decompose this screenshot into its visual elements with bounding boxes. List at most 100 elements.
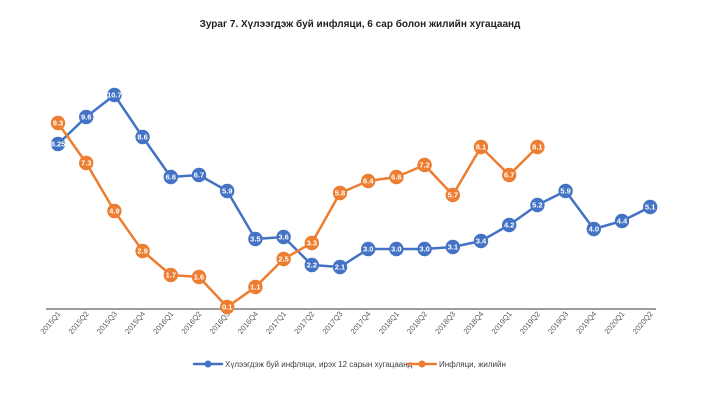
data-label: 6.6	[391, 173, 401, 182]
x-tick-label: 2015Q1	[38, 310, 62, 336]
data-point	[50, 136, 66, 152]
series-2: 9.3 7.3 4.9 2.9 1.7 1.6 0.1 1.1 2.5 3.3 5.8 6.4 6.6 7…	[50, 115, 545, 315]
series-line-2	[56, 122, 539, 309]
data-point	[445, 187, 460, 203]
data-label: 5.2	[532, 201, 542, 210]
data-label: 3.6	[278, 233, 288, 242]
x-tick-label: 2019Q1	[490, 310, 514, 336]
x-tick-label: 2019Q2	[518, 310, 542, 336]
data-label: 3.5	[250, 235, 260, 244]
data-point	[614, 213, 630, 229]
data-label: 5.9	[560, 187, 570, 196]
data-label: 1.6	[194, 273, 204, 282]
chart-title: Зураг 7. Хүлээгдэж буй инфляци, 6 сар бо…	[199, 19, 521, 30]
data-label: 7.3	[81, 159, 91, 168]
data-point	[473, 139, 489, 155]
data-label: 2.9	[137, 247, 147, 256]
data-label: 5.9	[222, 187, 232, 196]
data-point	[50, 115, 66, 131]
data-point	[332, 259, 348, 275]
data-point	[530, 197, 545, 213]
data-point	[248, 231, 263, 247]
data-label: 6.7	[194, 171, 204, 180]
x-tick-label: 2015Q3	[95, 310, 119, 336]
x-tick-label: 2018Q3	[433, 310, 457, 336]
data-label: 3.0	[391, 245, 401, 254]
data-point	[276, 251, 291, 267]
series-line-1	[57, 93, 651, 269]
x-tick-label: 2016Q2	[179, 310, 203, 336]
x-tick-label: 2018Q1	[377, 310, 401, 336]
legend-marker-annual-inflation	[418, 360, 426, 368]
x-tick-label: 2016Q4	[236, 310, 260, 336]
legend-marker-expected-inflation	[204, 360, 212, 368]
data-label: 2.1	[335, 263, 345, 272]
data-point	[389, 169, 404, 185]
data-label: 6.4	[363, 177, 374, 186]
data-point	[163, 267, 178, 283]
x-tick-label: 2015Q4	[123, 310, 147, 336]
legend-label-expected-inflation: Хүлээгдэж буй инфляци, ирэх 12 сарын хуг…	[225, 360, 413, 369]
data-label: 8.1	[476, 143, 486, 152]
data-label: 9.3	[53, 119, 63, 128]
series-group: 8.25 9.6 10.7 8.6 6.6 6.7 5.9 3.5 3.6 2.2 2.1 3.0 3.…	[50, 87, 658, 315]
data-label: 10.7	[107, 91, 122, 100]
data-label: 5.1	[645, 203, 655, 212]
legend-item-expected-inflation: Хүлээгдэж буй инфляци, ирэх 12 сарын хуг…	[192, 360, 413, 369]
data-point	[502, 217, 517, 233]
data-point	[417, 157, 432, 173]
data-point	[107, 87, 122, 103]
data-point	[389, 241, 404, 257]
data-label: 3.0	[363, 245, 373, 254]
data-point	[79, 109, 94, 125]
data-point	[445, 239, 460, 255]
x-tick-label: 2020Q1	[602, 310, 626, 336]
data-point	[643, 199, 658, 215]
data-point	[107, 203, 122, 219]
data-point	[361, 241, 376, 257]
x-tick-label: 2020Q2	[631, 310, 655, 336]
data-point	[276, 229, 291, 245]
data-point	[473, 233, 489, 249]
x-tick-label: 2018Q4	[461, 310, 485, 336]
data-point	[558, 183, 573, 199]
data-point	[220, 299, 235, 315]
data-point	[79, 155, 94, 171]
data-label: 1.7	[166, 271, 176, 280]
data-point	[361, 173, 376, 189]
data-label: 8.25	[51, 140, 66, 149]
data-label: 2.5	[278, 255, 288, 264]
data-label: 4.4	[617, 217, 628, 226]
data-point	[530, 139, 545, 155]
x-tick-label: 2016Q1	[151, 310, 175, 336]
x-tick-label: 2017Q1	[264, 310, 288, 336]
x-tick-label: 2017Q2	[292, 310, 316, 336]
data-label: 6.7	[504, 171, 514, 180]
x-tick-label: 2017Q3	[320, 310, 344, 336]
data-point	[304, 257, 319, 273]
x-tick-label: 2019Q3	[546, 310, 570, 336]
x-tick-labels: 2015Q1 2015Q2 2015Q3 2015Q4 2016Q1 2016Q2 2016…	[38, 310, 654, 336]
data-point	[248, 279, 263, 295]
x-tick-label: 2019Q4	[574, 310, 598, 336]
data-point	[586, 221, 601, 237]
data-label: 5.8	[335, 189, 345, 198]
data-point	[191, 167, 207, 183]
data-label: 8.1	[532, 143, 542, 152]
data-label: 3.0	[419, 245, 429, 254]
data-label: 3.4	[476, 237, 487, 246]
data-point	[417, 241, 432, 257]
data-label: 1.1	[250, 283, 260, 292]
x-tick-label: 2018Q2	[405, 310, 429, 336]
legend-item-annual-inflation: Инфляци, жилийн	[406, 360, 506, 369]
data-point	[502, 167, 517, 183]
data-point	[163, 169, 178, 185]
data-label: 3.3	[307, 239, 317, 248]
series-1: 8.25 9.6 10.7 8.6 6.6 6.7 5.9 3.5 3.6 2.2 2.1 3.0 3.…	[50, 87, 658, 275]
data-point	[191, 269, 207, 285]
data-point	[220, 183, 235, 199]
x-tick-label: 2017Q4	[349, 310, 373, 336]
data-label: 4.0	[589, 225, 599, 234]
data-label: 5.7	[448, 191, 458, 200]
